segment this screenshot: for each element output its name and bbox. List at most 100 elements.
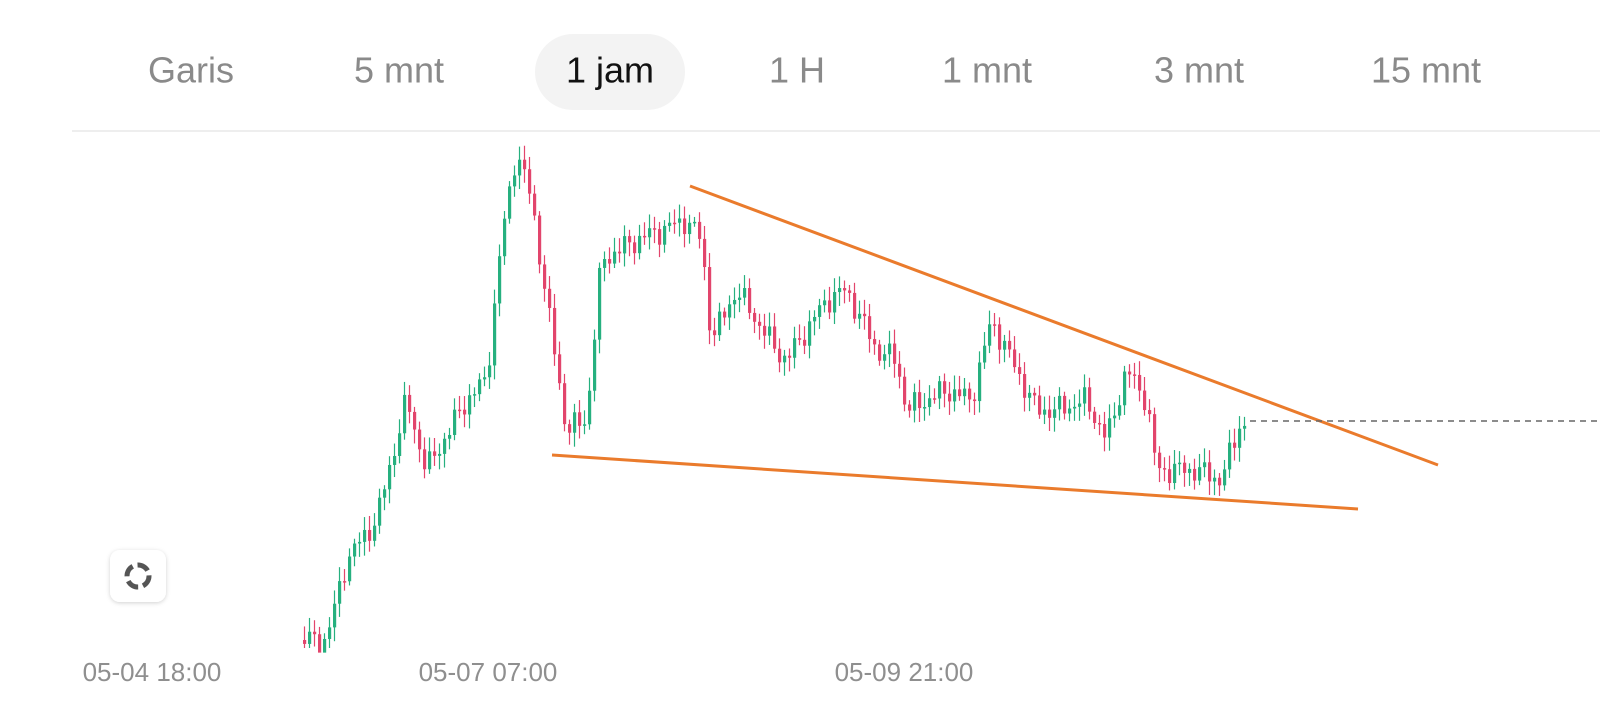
candle-body: [843, 288, 847, 291]
tab[interactable]: 15 mnt: [1371, 50, 1481, 91]
tab-label[interactable]: 5 mnt: [354, 50, 444, 91]
candle-body: [613, 251, 617, 264]
candle-body: [1093, 411, 1097, 423]
candle-body: [858, 313, 862, 319]
tab-bar: Garis 5 mnt 1 jam 1 H 1 mnt 3 mnt 15 mnt: [148, 34, 1481, 110]
candle-body: [838, 288, 842, 293]
candle-body: [923, 407, 927, 409]
candle-body: [303, 640, 307, 644]
candle-body: [458, 409, 462, 412]
candle-body: [958, 389, 962, 397]
candle-body: [368, 529, 372, 541]
tab-highlight[interactable]: [535, 34, 685, 110]
candle-body: [1188, 468, 1192, 473]
candle-body: [983, 345, 987, 363]
candle-body: [408, 394, 412, 412]
candle-body: [948, 393, 952, 402]
candle-body: [548, 288, 552, 308]
candle-body: [598, 267, 602, 340]
candle-body: [593, 339, 597, 391]
candle-body: [528, 169, 532, 194]
candle-body: [563, 383, 567, 425]
candle-body: [928, 398, 932, 408]
tab-label[interactable]: 3 mnt: [1154, 50, 1244, 91]
candle-body: [938, 381, 942, 399]
candle-body: [1183, 462, 1187, 473]
candle-body: [973, 399, 977, 402]
candle-body: [323, 638, 327, 653]
candle-body: [343, 581, 347, 583]
candle-body: [1103, 423, 1107, 438]
tab[interactable]: 3 mnt: [1154, 50, 1244, 91]
candle-body: [1118, 405, 1122, 416]
candle-body: [853, 292, 857, 319]
candle-body: [418, 429, 422, 450]
candle-body: [773, 326, 777, 349]
candle-body: [778, 348, 782, 363]
candle-body: [1213, 477, 1217, 482]
candle-body: [1193, 468, 1197, 481]
candle-body: [1008, 340, 1012, 350]
tab-label[interactable]: 1 jam: [566, 50, 654, 91]
candle-body: [883, 354, 887, 361]
candle-body: [1028, 392, 1032, 398]
candle-body: [518, 159, 522, 176]
candle-body: [1113, 415, 1117, 419]
candle-body: [1033, 392, 1037, 396]
candle-body: [488, 365, 492, 378]
tab[interactable]: 1 H: [769, 50, 825, 91]
candle-body: [383, 489, 387, 498]
reset-button[interactable]: [110, 550, 166, 602]
candle-body: [338, 581, 342, 604]
candle-body: [1073, 406, 1077, 409]
candle-body: [818, 305, 822, 317]
candle-body: [743, 288, 747, 298]
candle-body: [578, 412, 582, 426]
tab-label[interactable]: 15 mnt: [1371, 50, 1481, 91]
candle-body: [393, 455, 397, 465]
candle-body: [523, 159, 527, 170]
tab[interactable]: 1 mnt: [942, 50, 1032, 91]
candle-body: [848, 290, 852, 293]
tab-label[interactable]: Garis: [148, 50, 234, 91]
button-bg[interactable]: [110, 550, 166, 602]
candle-body: [988, 324, 992, 346]
candle-body: [558, 354, 562, 384]
candle-body: [533, 193, 537, 216]
x-axis-label: 05-04 18:00: [83, 657, 222, 687]
candle-body: [1153, 414, 1157, 453]
candle-body: [1043, 409, 1047, 415]
candle-body: [483, 377, 487, 380]
candle-body: [768, 326, 772, 336]
candle-body: [718, 311, 722, 336]
candle-body: [893, 343, 897, 364]
tab-label[interactable]: 1 H: [769, 50, 825, 91]
candle-body: [903, 376, 907, 405]
button-icon: [124, 562, 152, 590]
x-axis-label: 05-07 07:00: [419, 657, 558, 687]
candle-body: [628, 236, 632, 243]
candle-body: [878, 344, 882, 361]
candle-body: [1233, 442, 1237, 448]
candle-body: [373, 525, 377, 541]
candle-body: [638, 235, 642, 254]
candle-body: [1243, 425, 1247, 429]
candle-body: [968, 388, 972, 400]
candle-body: [608, 259, 612, 264]
candle-body: [868, 316, 872, 340]
candle-body: [1168, 469, 1172, 484]
candle-body: [793, 338, 797, 358]
candle-body: [508, 186, 512, 219]
tab[interactable]: 1 jam: [535, 34, 685, 110]
tab[interactable]: Garis: [148, 50, 234, 91]
candle-body: [413, 411, 417, 430]
candle-body: [783, 355, 787, 363]
candle-body: [663, 225, 667, 245]
candle-body: [698, 221, 702, 239]
candle-body: [478, 379, 482, 395]
candle-body: [733, 299, 737, 305]
candle-body: [313, 631, 317, 635]
candle-body: [798, 338, 802, 340]
tab-label[interactable]: 1 mnt: [942, 50, 1032, 91]
tab[interactable]: 5 mnt: [354, 50, 444, 91]
